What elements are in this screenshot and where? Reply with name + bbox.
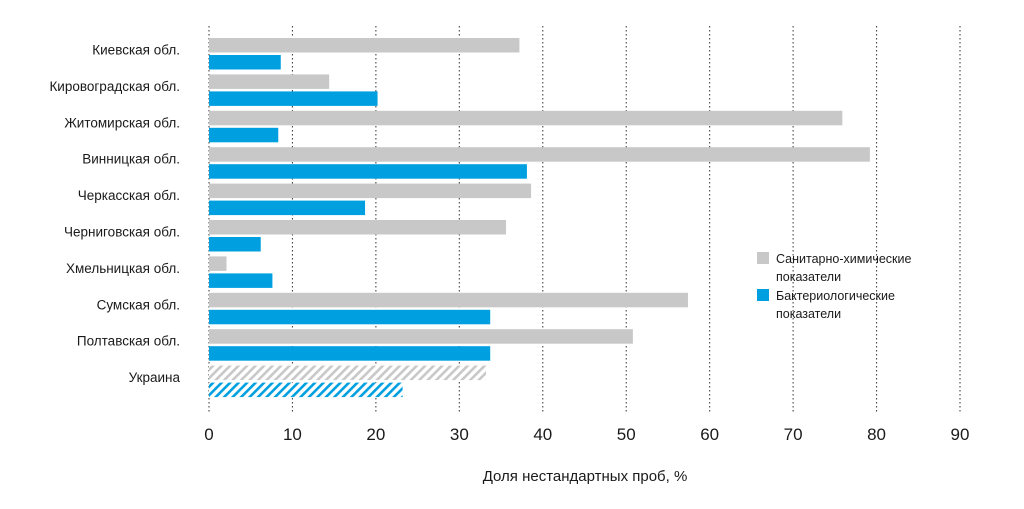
bar	[209, 91, 378, 106]
grid-lines	[208, 26, 961, 412]
x-tick-label: 30	[450, 425, 469, 444]
legend: Санитарно-химические показатели Бактериоло…	[757, 252, 911, 321]
bar	[209, 220, 507, 235]
legend-swatch	[757, 289, 769, 301]
bar	[209, 382, 403, 398]
x-tick-label: 80	[867, 425, 886, 444]
bar	[209, 273, 273, 288]
legend-swatch	[757, 252, 769, 264]
x-tick-label: 0	[204, 425, 213, 444]
x-tick-label: 60	[700, 425, 719, 444]
legend-label: Санитарно-химические	[776, 252, 911, 266]
category-labels: Киевская обл. Кировоградская обл. Житомирс…	[49, 43, 180, 386]
x-tick-label: 40	[533, 425, 552, 444]
legend-label: показатели	[776, 307, 841, 321]
x-tick-label: 70	[784, 425, 803, 444]
bar	[209, 237, 261, 252]
x-tick-label: 50	[617, 425, 636, 444]
x-tick-labels: 0 10 20 30 40 50 60 70 80 90	[204, 425, 969, 444]
bar	[209, 55, 281, 70]
bar	[209, 127, 279, 143]
bar	[209, 292, 688, 308]
category-label: Киевская обл.	[92, 43, 180, 58]
bar	[209, 256, 227, 271]
bars	[209, 38, 870, 398]
category-label: Черниговская обл.	[64, 225, 180, 240]
category-label: Хмельницкая обл.	[66, 261, 180, 276]
category-label: Полтавская обл.	[77, 334, 180, 349]
bar	[209, 164, 527, 179]
bar	[209, 110, 843, 126]
x-tick-label: 20	[366, 425, 385, 444]
bar	[209, 309, 491, 325]
legend-label: Бактериологические	[776, 289, 895, 303]
category-label: Сумская обл.	[97, 297, 180, 312]
category-label: Винницкая обл.	[82, 152, 180, 167]
category-label: Украина	[129, 370, 181, 385]
category-label: Черкасская обл.	[78, 188, 180, 203]
x-tick-label: 10	[283, 425, 302, 444]
bar	[209, 365, 487, 381]
bar	[209, 329, 633, 344]
bar	[209, 74, 330, 89]
category-label: Житомирская обл.	[64, 115, 180, 130]
bar	[209, 346, 491, 361]
bar	[209, 200, 366, 216]
category-label: Кировоградская обл.	[49, 79, 180, 94]
x-axis-label: Доля нестандартных проб, %	[483, 468, 688, 485]
bar	[209, 183, 532, 199]
legend-label: показатели	[776, 270, 841, 284]
bar	[209, 38, 520, 53]
x-tick-label: 90	[951, 425, 970, 444]
bar	[209, 147, 870, 162]
